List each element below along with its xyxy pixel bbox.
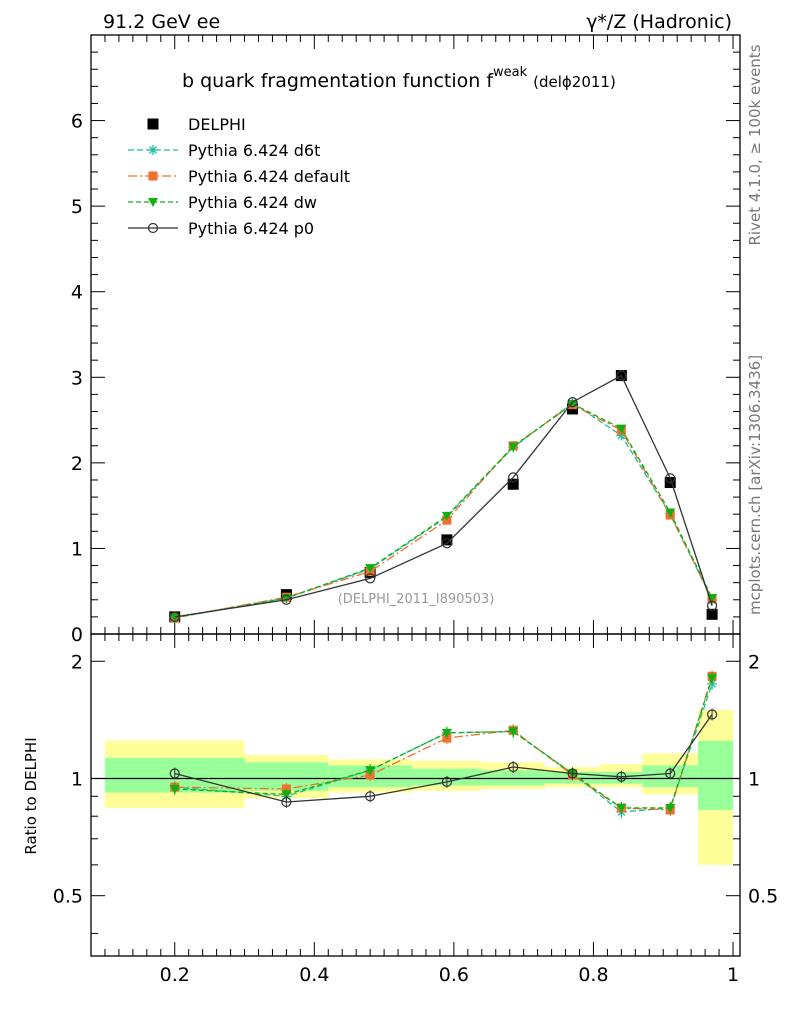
main-series-point bbox=[616, 430, 627, 441]
main-series-point bbox=[665, 508, 676, 518]
legend: DELPHI Pythia 6.424 d6t Pythia 6.424 defau… bbox=[128, 115, 350, 238]
chart-title: b quark fragmentation function fweak (del… bbox=[182, 65, 616, 92]
ratio-series-point bbox=[508, 761, 519, 773]
legend-label: DELPHI bbox=[188, 115, 246, 134]
main-series-line bbox=[174, 402, 713, 619]
ratio-series-point bbox=[567, 768, 578, 779]
ratio-band-inner bbox=[698, 740, 734, 810]
main-series-point bbox=[616, 370, 627, 381]
ratio-series-point bbox=[365, 766, 376, 776]
main-series-point bbox=[365, 573, 376, 584]
main-series-point bbox=[281, 594, 292, 605]
ratio-y-tick-label: 0.5 bbox=[53, 886, 83, 908]
ratio-series-point bbox=[169, 768, 180, 779]
legend-label: Pythia 6.424 d6t bbox=[188, 141, 320, 160]
main-series-point bbox=[508, 472, 519, 483]
main-series-point bbox=[567, 399, 578, 409]
ratio-series-point bbox=[707, 674, 718, 684]
x-tick-label: 1 bbox=[727, 964, 739, 986]
legend-label: Pythia 6.424 dw bbox=[188, 193, 317, 212]
main-series-point bbox=[665, 473, 676, 484]
main-y-tick-label: 1 bbox=[71, 538, 83, 560]
ratio-series-point bbox=[281, 796, 292, 808]
rivet-label: Rivet 4.1.0, ≥ 100k events bbox=[746, 44, 764, 245]
ratio-series-group bbox=[169, 670, 718, 819]
main-y-tick-label: 3 bbox=[71, 367, 83, 389]
ratio-y-tick-label: 1 bbox=[71, 768, 83, 790]
main-series-point bbox=[365, 564, 376, 574]
panel-frames bbox=[90, 34, 741, 957]
ratio-series-point bbox=[441, 776, 453, 787]
ratio-series-line bbox=[174, 677, 713, 809]
main-series-line bbox=[174, 403, 713, 619]
legend-marker bbox=[148, 145, 158, 155]
ratio-series-point bbox=[508, 727, 519, 737]
x-tick-label: 0.6 bbox=[439, 964, 469, 986]
axes: 0 1 2 3 4 5 6 0.2 0.4 0.6 0.8 1 0.5 0.5 1 1 2 2 bbox=[53, 34, 778, 986]
main-series-point bbox=[616, 424, 627, 434]
energy-label: 91.2 GeV ee bbox=[103, 11, 220, 33]
main-y-tick-label: 6 bbox=[71, 111, 83, 133]
ratio-series-point bbox=[365, 791, 376, 802]
x-tick-label: 0.2 bbox=[160, 964, 190, 986]
ratio-series-point bbox=[616, 803, 627, 813]
legend-label: Pythia 6.424 p0 bbox=[188, 219, 314, 238]
main-series-point bbox=[441, 511, 452, 521]
main-series-group bbox=[169, 370, 718, 623]
ratio-y-tick-label-right: 2 bbox=[748, 651, 760, 673]
watermark-label: (DELPHI_2011_I890503) bbox=[338, 592, 495, 607]
chart-title-superscript: weak bbox=[493, 65, 528, 80]
ratio-series-point bbox=[169, 784, 180, 794]
ratio-ylabel: Ratio to DELPHI bbox=[22, 737, 40, 854]
main-series-point bbox=[567, 397, 578, 408]
data-point bbox=[507, 478, 519, 490]
main-y-tick-label: 2 bbox=[71, 453, 83, 475]
ratio-y-tick-label-right: 1 bbox=[748, 768, 760, 790]
main-series-point bbox=[508, 442, 519, 452]
ratio-y-tick-label-right: 0.5 bbox=[748, 886, 778, 908]
legend-marker bbox=[148, 171, 158, 181]
legend-marker bbox=[147, 222, 159, 234]
main-series-point bbox=[441, 538, 453, 549]
chart-title-main: b quark fragmentation function f bbox=[182, 70, 494, 92]
ratio-panel-frame bbox=[90, 633, 741, 957]
main-series-line bbox=[174, 403, 713, 619]
x-tick-label: 0.8 bbox=[578, 964, 608, 986]
ratio-series-point bbox=[441, 728, 452, 738]
main-y-tick-label: 0 bbox=[71, 624, 83, 646]
process-label: γ*/Z (Hadronic) bbox=[586, 11, 732, 33]
ratio-series-point bbox=[616, 771, 627, 782]
data-point bbox=[441, 534, 453, 546]
ratio-series-point bbox=[665, 803, 676, 813]
main-y-tick-label: 5 bbox=[71, 196, 83, 218]
main-y-tick-label: 4 bbox=[71, 282, 83, 304]
ratio-series-point bbox=[281, 790, 292, 800]
data-point bbox=[706, 608, 718, 620]
x-tick-label: 0.4 bbox=[299, 964, 329, 986]
mcplots-label: mcplots.cern.ch [arXiv:1306.3436] bbox=[746, 355, 764, 615]
legend-marker bbox=[147, 118, 159, 130]
ratio-band-inner bbox=[481, 770, 545, 786]
legend-label: Pythia 6.424 default bbox=[188, 167, 350, 186]
main-series-point bbox=[706, 600, 718, 611]
ratio-series-point bbox=[665, 768, 676, 779]
main-series-point bbox=[169, 611, 180, 622]
ratio-series-point bbox=[706, 709, 718, 720]
ratio-y-tick-label: 2 bbox=[71, 651, 83, 673]
chart-title-suffix: (delϕ2011) bbox=[533, 73, 616, 91]
main-series-line bbox=[174, 374, 713, 618]
legend-marker bbox=[148, 198, 158, 207]
